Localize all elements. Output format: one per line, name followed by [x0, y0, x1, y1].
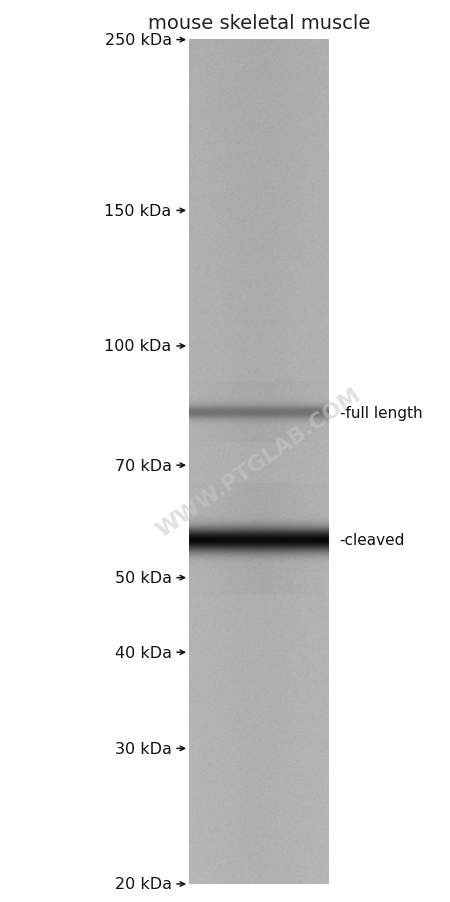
Text: -full length: -full length [340, 405, 423, 420]
Text: 250 kDa: 250 kDa [104, 33, 172, 48]
Text: 40 kDa: 40 kDa [115, 645, 172, 660]
Text: 50 kDa: 50 kDa [115, 570, 172, 585]
Text: 150 kDa: 150 kDa [104, 204, 172, 218]
Text: -cleaved: -cleaved [340, 533, 405, 548]
Text: WWW.PTGLAB.COM: WWW.PTGLAB.COM [153, 384, 364, 540]
Text: 30 kDa: 30 kDa [115, 741, 172, 756]
Text: 70 kDa: 70 kDa [115, 458, 172, 474]
Text: mouse skeletal muscle: mouse skeletal muscle [148, 14, 370, 33]
Text: 100 kDa: 100 kDa [104, 339, 172, 354]
Text: 20 kDa: 20 kDa [115, 877, 172, 891]
